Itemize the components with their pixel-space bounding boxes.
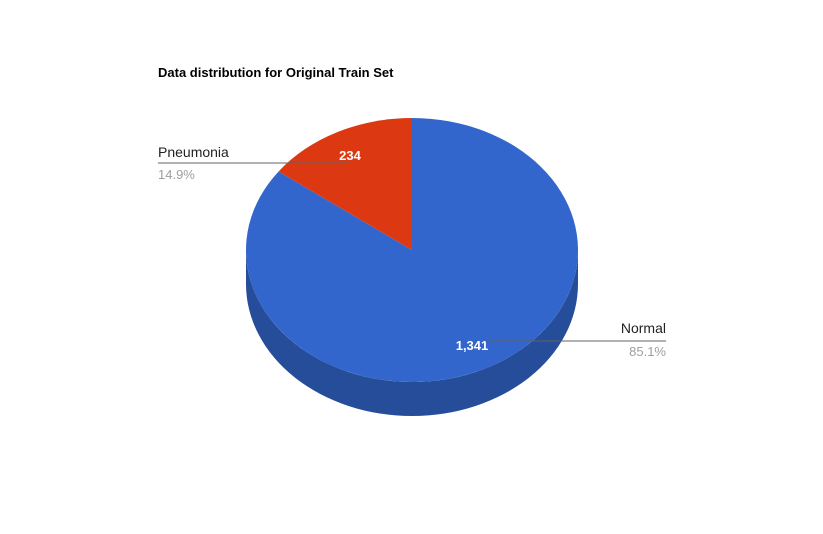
pie-layer (246, 118, 578, 416)
percent-label-pneumonia: 14.9% (158, 167, 195, 182)
legend-label-pneumonia: Pneumonia (158, 144, 229, 160)
pie-side-normal (246, 250, 578, 416)
pie-slice-normal (246, 118, 578, 382)
slice-value-label-normal: 1,341 (456, 338, 489, 353)
percent-label-normal: 85.1% (629, 344, 666, 359)
pie-slice-pneumonia (278, 118, 412, 250)
legend-label-normal: Normal (621, 320, 666, 336)
slice-value-label-pneumonia: 234 (339, 148, 361, 163)
chart-title: Data distribution for Original Train Set (158, 65, 394, 80)
label-layer: 1,341 Normal 85.1% 234 Pneumonia 14.9% (158, 144, 666, 359)
